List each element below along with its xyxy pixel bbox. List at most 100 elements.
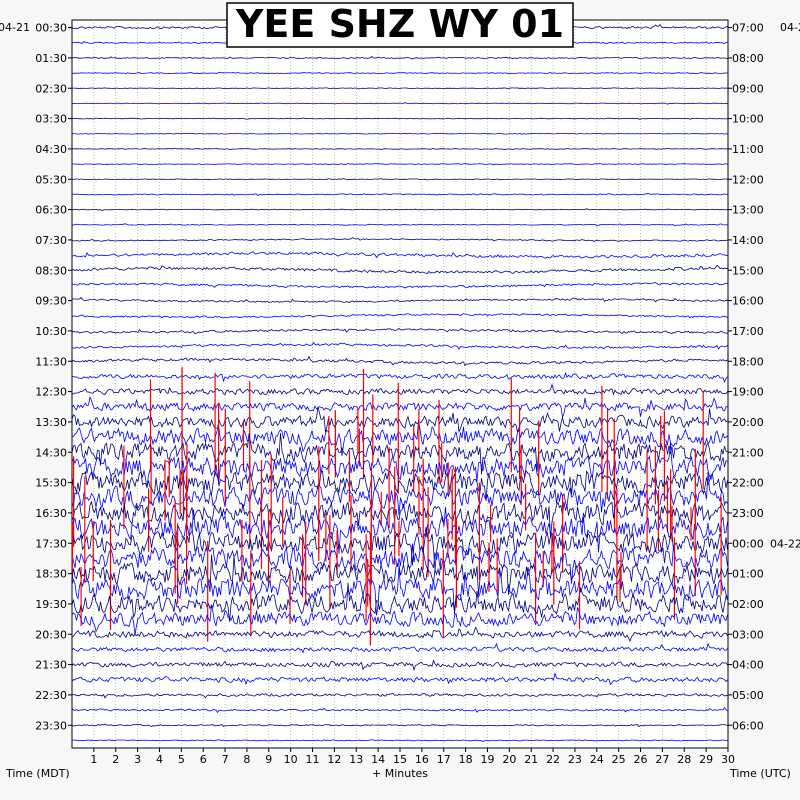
- trace-18: [71, 296, 728, 303]
- trace-6: [71, 117, 728, 120]
- trace-39: [71, 604, 728, 636]
- x-tick-label: 1: [90, 753, 97, 766]
- trace-30: [71, 464, 728, 502]
- x-tick-label: 17: [437, 753, 451, 766]
- trace-group: [71, 23, 728, 742]
- right-tick-label: 15:00: [732, 264, 764, 277]
- trace-36: [71, 554, 728, 596]
- trace-34: [71, 522, 728, 570]
- right-tick-label: 06:00: [732, 719, 764, 732]
- left-tick-label: 09:30: [35, 295, 67, 308]
- x-tick-label: 25: [612, 753, 626, 766]
- trace-14: [71, 237, 728, 242]
- left-tick-label: 15:30: [35, 477, 67, 490]
- trace-44: [71, 692, 728, 699]
- x-tick-label: 5: [178, 753, 185, 766]
- left-tick-label: 01:30: [35, 52, 67, 65]
- trace-47: [71, 739, 728, 742]
- right-tick-label: 05:00: [732, 689, 764, 702]
- trace-4: [72, 87, 728, 90]
- left-tick-label: 21:30: [35, 659, 67, 672]
- trace-2: [71, 55, 728, 60]
- trace-22: [71, 355, 728, 367]
- right-tick-label: 04:00: [732, 659, 764, 672]
- trace-11: [71, 193, 728, 197]
- x-tick-label: 15: [393, 753, 407, 766]
- left-tick-label: 17:30: [35, 537, 67, 550]
- x-tick-label: 29: [699, 753, 713, 766]
- x-tick-label: 28: [677, 753, 691, 766]
- title-box: [226, 2, 574, 48]
- x-tick-label: 30: [721, 753, 735, 766]
- x-tick-label: 13: [349, 753, 363, 766]
- left-tick-label: 03:30: [35, 113, 67, 126]
- x-tick-label: 23: [568, 753, 582, 766]
- left-tick-label: 11:30: [35, 355, 67, 368]
- right-tick-label: 08:00: [732, 52, 764, 65]
- x-tick-label: 27: [655, 753, 669, 766]
- trace-25: [71, 396, 728, 419]
- x-tick-label: 18: [459, 753, 473, 766]
- x-tick-label: 11: [306, 753, 320, 766]
- grid-lines: [93, 20, 707, 748]
- right-tick-label: 10:00: [732, 113, 764, 126]
- left-tick-labels: 00:30 01:30 02:30 03:30 04:30 05:30 06:30 07:30…: [35, 22, 72, 732]
- trace-3: [72, 71, 728, 75]
- trace-19: [71, 313, 728, 319]
- trace-8: [71, 147, 728, 151]
- left-tick-label: 16:30: [35, 507, 67, 520]
- left-tick-label: 20:30: [35, 628, 67, 641]
- trace-41: [71, 642, 728, 654]
- trace-13: [71, 223, 728, 227]
- trace-32: [71, 500, 728, 538]
- x-tick-label: 8: [243, 753, 250, 766]
- y-axis-left-label: Time (MDT): [5, 767, 70, 780]
- right-date-top-label: 04-2: [780, 21, 800, 34]
- left-tick-label: 12:30: [35, 386, 67, 399]
- trace-15: [71, 251, 728, 259]
- trace-33: [71, 506, 728, 554]
- trace-35: [71, 543, 728, 584]
- trace-26: [71, 406, 728, 434]
- right-tick-labels: 07:00 08:00 09:00 10:00 11:00 12:00 13:00 14:00…: [728, 22, 800, 732]
- right-tick-label: 11:00: [732, 143, 764, 156]
- trace-7: [71, 132, 728, 135]
- trace-31: [71, 472, 728, 515]
- left-tick-label: 18:30: [35, 568, 67, 581]
- right-tick-label: 13:00: [732, 204, 764, 217]
- trace-12: [71, 208, 728, 211]
- y-axis-right-label: Time (UTC): [729, 767, 791, 780]
- x-tick-label: 6: [200, 753, 207, 766]
- left-tick-label: 10:30: [35, 325, 67, 338]
- trace-24: [71, 383, 728, 396]
- right-tick-label: 17:00: [732, 325, 764, 338]
- right-tick-label: 14:00: [732, 234, 764, 247]
- x-tick-label: 4: [156, 753, 163, 766]
- x-tick-label: 22: [546, 753, 560, 766]
- trace-43: [71, 672, 728, 686]
- right-tick-label: 22:00: [732, 477, 764, 490]
- left-tick-label: 04:30: [35, 143, 67, 156]
- left-tick-label: 22:30: [35, 689, 67, 702]
- right-tick-label: 19:00: [732, 386, 764, 399]
- left-tick-label: 02:30: [35, 82, 67, 95]
- x-tick-label: 7: [222, 753, 229, 766]
- right-date-mid-label: 04-22: [770, 537, 800, 550]
- right-tick-label: 21:00: [732, 446, 764, 459]
- left-tick-label: 19:30: [35, 598, 67, 611]
- left-date-label: 04-21: [0, 21, 30, 34]
- trace-46: [71, 723, 728, 728]
- x-tick-label: 16: [415, 753, 429, 766]
- x-tick-label: 26: [634, 753, 648, 766]
- right-tick-label: 16:00: [732, 295, 764, 308]
- left-tick-label: 08:30: [35, 264, 67, 277]
- x-tick-label: 12: [327, 753, 341, 766]
- right-tick-label: 03:00: [732, 628, 764, 641]
- x-tick-label: 3: [134, 753, 141, 766]
- left-tick-label: 14:30: [35, 446, 67, 459]
- trace-37: [71, 566, 728, 616]
- x-tick-label: 14: [371, 753, 385, 766]
- right-tick-label: 07:00: [732, 22, 764, 35]
- trace-17: [71, 282, 728, 289]
